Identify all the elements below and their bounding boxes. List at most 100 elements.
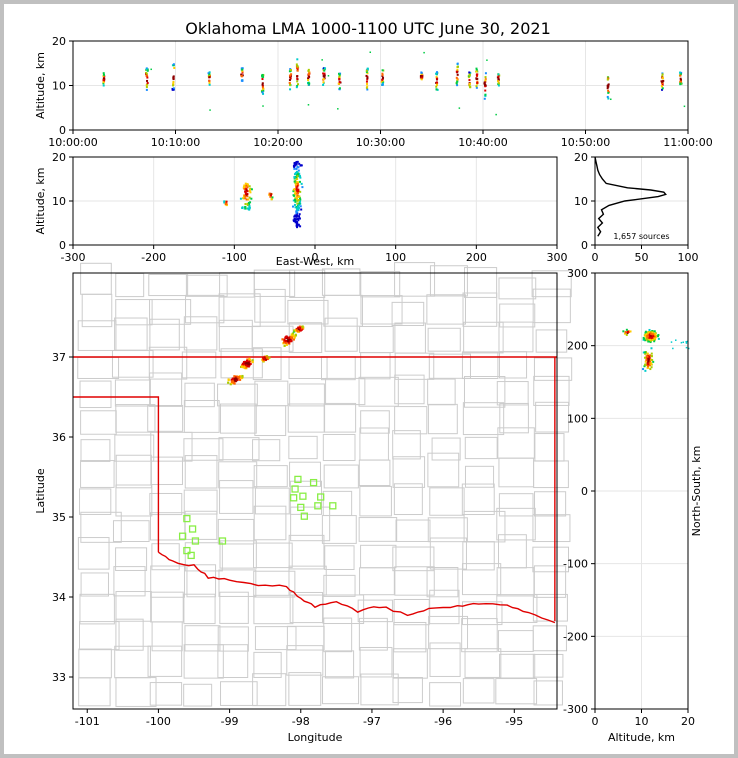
plan-view-source: [293, 329, 296, 332]
county-boundary: [496, 567, 535, 597]
altitude-ns-point: [625, 328, 628, 331]
county-boundary: [115, 272, 145, 298]
county-boundary: [149, 492, 183, 516]
time-altitude-point: [607, 83, 610, 86]
ew-altitude-point: [244, 190, 247, 193]
time-altitude-point: [484, 79, 487, 82]
ew-altitude-point: [293, 163, 296, 166]
time-altitude-point: [323, 69, 326, 72]
time-altitude-point: [679, 78, 682, 81]
county-boundary: [462, 292, 498, 327]
ew-altitude-point: [296, 185, 299, 188]
county-boundary: [79, 488, 112, 515]
ew-altitude-point: [294, 200, 297, 203]
ew-altitude-point: [239, 197, 242, 200]
county-boundary: [532, 625, 567, 652]
time-altitude-point: [456, 73, 459, 76]
chart-svg: Oklahoma LMA 1000-1100 UTC June 30, 2021…: [34, 19, 713, 744]
time-altitude-point: [145, 67, 148, 70]
plan-view-source: [246, 359, 249, 363]
plan-view-border: [72, 272, 558, 710]
altitude-ns-point: [646, 336, 649, 339]
county-boundary: [288, 672, 322, 706]
plan-view-source: [236, 378, 239, 381]
ew-altitude-point: [297, 195, 300, 198]
ew-altitude-point: [294, 215, 297, 218]
altitude-ns-xtick-label: 20: [681, 715, 695, 728]
time-altitude-point: [475, 77, 478, 80]
county-boundary: [184, 625, 221, 652]
ew-altitude-point: [299, 200, 302, 203]
time-altitude-point: [382, 81, 385, 84]
ew-altitude-point: [296, 165, 299, 168]
time-altitude-point: [421, 76, 424, 79]
altitude-ns-point: [623, 332, 626, 335]
altitude-ns-border: [594, 272, 689, 710]
county-boundary: [147, 645, 183, 677]
time-altitude-point: [381, 82, 384, 85]
county-boundary: [80, 262, 112, 295]
time-altitude-point: [610, 98, 612, 101]
county-boundary: [427, 517, 468, 543]
time-altitude-point: [296, 67, 299, 70]
time-altitude-ylabel: Altitude, km: [34, 52, 47, 119]
time-altitude-point: [208, 71, 211, 74]
time-altitude-point: [606, 78, 609, 81]
county-boundary: [151, 543, 180, 571]
county-boundary: [287, 403, 325, 433]
altitude-ns-xtick-label: 10: [635, 715, 649, 728]
time-altitude-point: [679, 73, 682, 76]
county-boundary: [286, 625, 325, 651]
county-boundary: [427, 378, 456, 406]
time-altitude-point: [208, 81, 211, 84]
time-altitude-point: [369, 51, 372, 53]
altitude-ns-point: [649, 341, 652, 344]
altitude-ns-point: [685, 346, 688, 349]
ew-altitude-point: [294, 172, 297, 175]
ew-altitude-point: [244, 197, 247, 200]
time-altitude-point: [607, 91, 610, 94]
plan-view-xtick-label: -96: [434, 715, 452, 728]
time-altitude-point: [288, 81, 291, 84]
lma-station: [294, 475, 302, 484]
altitude-ns-point: [648, 355, 651, 358]
ew-altitude-point: [295, 160, 298, 163]
county-boundary: [322, 433, 356, 462]
altitude-ns-point: [646, 335, 649, 338]
county-boundary: [429, 265, 468, 297]
time-altitude-point: [261, 83, 264, 86]
ew-altitude-xtick-label: -300: [61, 251, 86, 264]
time-altitude-point: [435, 71, 438, 74]
time-altitude-xtick-label: 10:00:00: [48, 136, 97, 149]
ew-altitude-point: [297, 199, 300, 202]
time-altitude-point: [484, 78, 487, 81]
time-altitude-point: [261, 84, 264, 87]
county-boundary: [115, 547, 148, 571]
plan-view-source: [229, 383, 232, 386]
plan-view-source: [230, 381, 233, 385]
county-boundary: [323, 617, 353, 653]
county-boundary: [461, 618, 498, 653]
county-boundary: [149, 682, 183, 706]
ew-altitude-point: [242, 186, 245, 189]
plan-view-source: [231, 380, 235, 384]
ew-altitude-point: [293, 165, 296, 168]
time-altitude-point: [365, 69, 368, 72]
ew-altitude-point: [225, 200, 228, 203]
altitude-ns-point: [650, 363, 653, 366]
altitude-ns-ytick-label: 200: [567, 340, 588, 353]
time-altitude-point: [102, 72, 105, 75]
time-altitude-point: [458, 107, 461, 109]
ew-altitude-xtick-label: 0: [312, 251, 319, 264]
altitude-ns-point: [647, 366, 650, 369]
plan-view-source: [298, 326, 301, 330]
time-altitude-point: [173, 66, 176, 69]
altitude-ns-point: [680, 341, 683, 344]
altitude-ns-point: [648, 336, 651, 339]
ew-altitude-point: [294, 181, 297, 184]
county-boundary: [147, 405, 184, 432]
ew-altitude-point: [298, 197, 301, 200]
time-altitude-point: [456, 80, 459, 83]
altitude-ns-point: [650, 352, 653, 355]
ew-altitude-point: [269, 195, 272, 198]
